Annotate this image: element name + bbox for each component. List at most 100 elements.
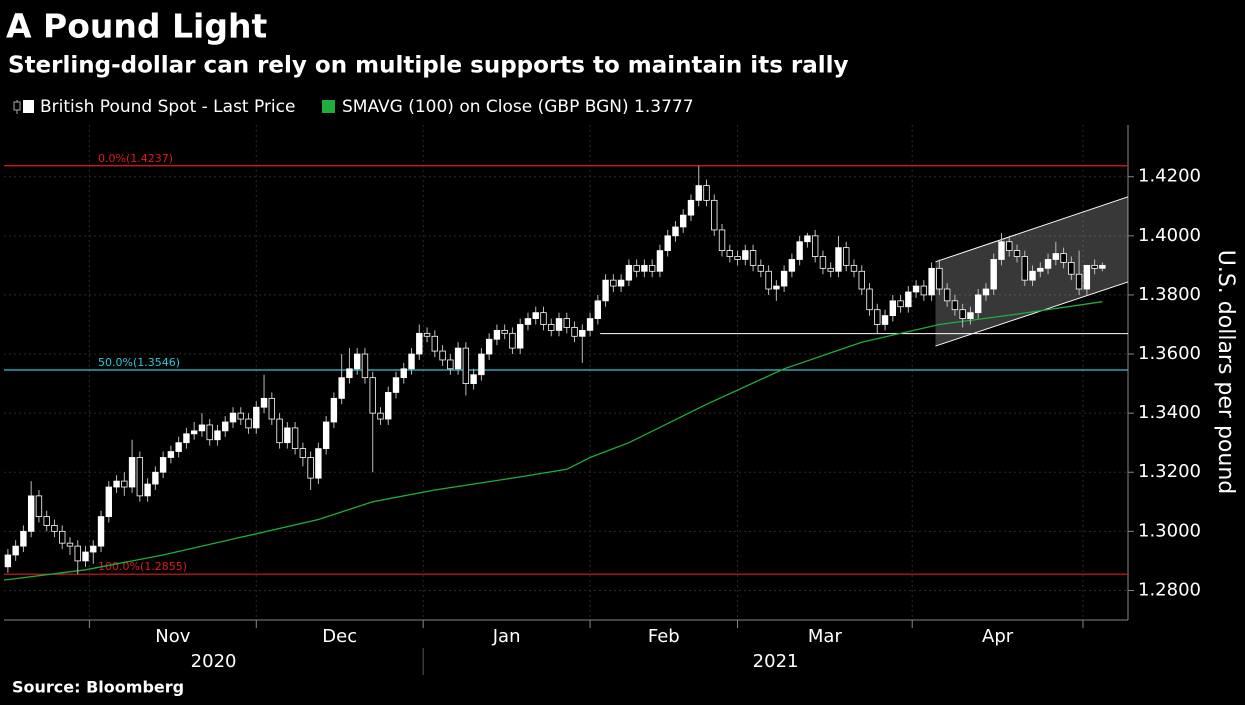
candle-body: [641, 264, 648, 272]
candle-body: [664, 235, 671, 251]
y-axis-title: U.S. dollars per pound: [1213, 250, 1238, 495]
candle-body: [43, 516, 50, 526]
candle-body: [4, 554, 12, 568]
year-label: 2021: [753, 651, 799, 672]
candle-body: [563, 318, 570, 328]
y-tick-label: 1.3200: [1138, 461, 1201, 482]
candle-body: [59, 530, 66, 544]
candle-body: [447, 359, 454, 370]
candle-body: [121, 480, 128, 488]
candle-body: [943, 288, 951, 302]
candle-body: [416, 332, 423, 355]
candle-body: [718, 229, 726, 251]
candle-body: [695, 185, 702, 201]
candle-body: [1099, 264, 1106, 269]
candle-body: [866, 288, 873, 311]
candle-body: [1029, 270, 1036, 281]
candle-body: [423, 332, 431, 337]
candle-body: [711, 199, 718, 231]
legend-label: British Pound Spot - Last Price: [40, 97, 295, 117]
candle-body: [392, 377, 400, 393]
candle-body: [35, 495, 43, 517]
candle-body: [206, 424, 213, 441]
candle-body: [889, 300, 896, 317]
candle-body: [959, 309, 966, 319]
candle-body: [493, 329, 501, 340]
candle-body: [152, 471, 159, 485]
candle-body: [633, 264, 640, 272]
candle-body: [827, 267, 834, 272]
candle-body: [726, 250, 733, 257]
candle-body: [299, 448, 307, 458]
legend-label: SMAVG (100) on Close (GBP BGN) 1.3777: [342, 97, 694, 117]
candle-body: [128, 457, 136, 488]
candle-body: [1044, 259, 1052, 269]
x-tick-label: Dec: [322, 626, 357, 647]
chart-subtitle: Sterling-dollar can rely on multiple sup…: [8, 53, 849, 79]
candle-body: [144, 483, 151, 497]
y-tick-label: 1.3000: [1138, 520, 1201, 541]
x-tick-label: Apr: [982, 626, 1014, 647]
candle-body: [780, 270, 788, 287]
channel-line: [935, 281, 1129, 347]
candle-body: [113, 480, 120, 488]
candle-body: [796, 241, 803, 260]
candle-body: [610, 279, 617, 287]
level-label: 0.0%(1.4237): [98, 152, 173, 165]
candle-body: [253, 406, 260, 429]
candle-body: [680, 214, 687, 228]
candle-body: [990, 259, 997, 290]
candle-body: [548, 324, 555, 331]
y-tick-label: 1.3800: [1138, 284, 1201, 305]
candle-body: [268, 397, 275, 420]
candle-body: [291, 427, 299, 449]
candle-body: [431, 335, 439, 352]
candle-body: [66, 542, 74, 547]
legend-candle-icon: [23, 100, 34, 113]
candle-body: [136, 457, 144, 497]
candle-body: [369, 377, 376, 414]
candle-body: [765, 270, 772, 290]
candle-body: [835, 247, 842, 272]
candle-body: [858, 270, 865, 290]
candle-body: [602, 279, 609, 302]
candle-body: [703, 185, 710, 201]
candle-body: [51, 525, 58, 532]
candle-body: [951, 300, 959, 311]
candle-body: [734, 256, 741, 260]
candle-body: [788, 259, 796, 272]
y-tick-label: 1.2800: [1138, 579, 1201, 600]
channel-line: [935, 196, 1129, 263]
candle-body: [897, 300, 904, 308]
candle-body: [742, 250, 749, 260]
candle-body: [586, 318, 594, 331]
legend-swatch: [322, 100, 335, 113]
candle-body: [90, 545, 97, 553]
chart-title: A Pound Light: [6, 7, 267, 46]
candle-body: [749, 250, 757, 266]
candle-body: [198, 424, 206, 432]
candle-body: [617, 279, 625, 287]
x-tick-label: Jan: [492, 626, 521, 647]
candle-body: [454, 347, 462, 370]
candle-body: [346, 368, 353, 379]
candle-body: [385, 392, 392, 420]
candle-body: [1091, 264, 1098, 269]
candle-body: [478, 353, 485, 376]
candle-body: [1052, 253, 1060, 260]
candle-body: [167, 451, 175, 458]
candle-body: [905, 291, 912, 308]
candle-body: [485, 338, 493, 355]
level-label: 100.0%(1.2855): [98, 560, 187, 573]
candle-body: [330, 397, 338, 423]
candle-body: [804, 235, 811, 243]
x-tick-label: Feb: [648, 626, 680, 647]
level-label: 50.0%(1.3546): [98, 356, 180, 369]
candle-body: [1013, 250, 1021, 257]
candle-body: [183, 433, 190, 444]
candle-body: [214, 430, 221, 441]
candle-body: [175, 442, 182, 452]
candle-body: [12, 545, 19, 556]
candle-body: [540, 312, 547, 325]
